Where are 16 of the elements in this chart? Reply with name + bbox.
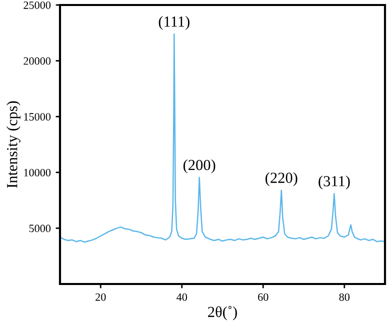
y-axis-title: Intensity (cps) (6, 101, 20, 188)
line-series (60, 33, 385, 243)
y-tick-label: 5000 (29, 224, 51, 232)
y-tick-label: 25000 (24, 1, 51, 9)
x-tick-label: 60 (258, 293, 268, 301)
x-axis-title: 2θ(˚) (208, 306, 237, 320)
annotation: (220) (266, 172, 298, 186)
annotation: (200) (183, 159, 216, 174)
x-tick-label: 20 (96, 293, 106, 301)
y-tick-label: 15000 (24, 113, 51, 121)
x-tick-label: 40 (176, 293, 188, 301)
annotation: (311) (318, 176, 350, 190)
y-tick-label: 20000 (24, 57, 51, 65)
y-tick-label: 10000 (24, 168, 51, 176)
x-tick-label: 80 (339, 293, 350, 301)
annotation: (111) (158, 16, 190, 30)
